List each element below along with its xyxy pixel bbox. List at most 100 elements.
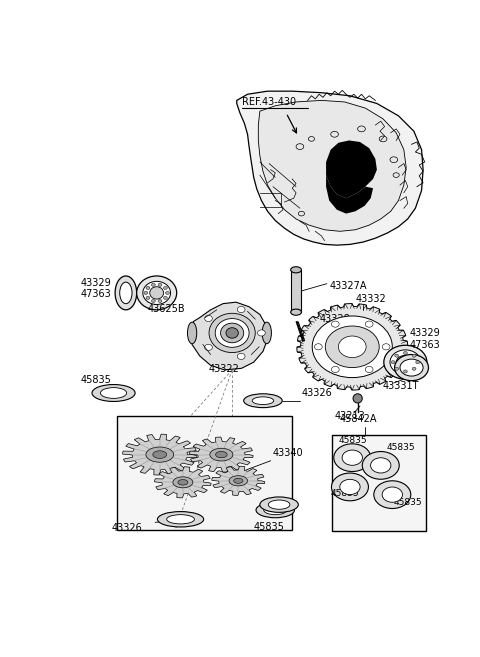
Ellipse shape — [264, 505, 287, 514]
Ellipse shape — [157, 512, 204, 527]
Text: 43329
47363: 43329 47363 — [409, 328, 440, 350]
Ellipse shape — [215, 319, 249, 348]
Ellipse shape — [374, 481, 411, 509]
Ellipse shape — [164, 296, 168, 300]
Ellipse shape — [146, 286, 150, 290]
Ellipse shape — [204, 315, 212, 321]
Ellipse shape — [216, 451, 227, 458]
Ellipse shape — [237, 306, 245, 313]
Text: 43327A: 43327A — [329, 281, 367, 290]
Ellipse shape — [400, 359, 423, 376]
Text: 43322: 43322 — [209, 364, 240, 374]
Bar — [117, 416, 292, 530]
Ellipse shape — [382, 487, 402, 502]
Ellipse shape — [252, 397, 274, 405]
Text: 43329
47363: 43329 47363 — [81, 277, 111, 299]
Ellipse shape — [395, 355, 429, 380]
Ellipse shape — [146, 296, 150, 300]
Ellipse shape — [332, 473, 369, 501]
Ellipse shape — [204, 344, 212, 350]
Ellipse shape — [100, 388, 127, 398]
Ellipse shape — [164, 286, 168, 290]
Ellipse shape — [395, 354, 398, 357]
Ellipse shape — [166, 291, 169, 294]
Ellipse shape — [234, 478, 243, 484]
Polygon shape — [326, 141, 377, 198]
Text: 43340: 43340 — [272, 447, 303, 458]
Text: 43326: 43326 — [301, 388, 332, 397]
Ellipse shape — [115, 276, 137, 310]
Ellipse shape — [291, 267, 301, 273]
Ellipse shape — [365, 367, 373, 373]
Text: 45835: 45835 — [81, 375, 111, 385]
Ellipse shape — [256, 503, 295, 518]
Polygon shape — [297, 304, 408, 390]
Ellipse shape — [120, 282, 132, 304]
Ellipse shape — [362, 451, 399, 479]
Text: 43625B: 43625B — [147, 304, 185, 313]
Ellipse shape — [151, 300, 155, 302]
Ellipse shape — [221, 323, 244, 343]
Ellipse shape — [258, 330, 265, 336]
Ellipse shape — [173, 477, 193, 488]
Text: 45842A: 45842A — [340, 414, 377, 424]
Ellipse shape — [353, 394, 362, 403]
Ellipse shape — [178, 480, 188, 485]
Ellipse shape — [395, 367, 398, 371]
Ellipse shape — [260, 497, 299, 512]
Ellipse shape — [365, 321, 373, 327]
Polygon shape — [190, 302, 267, 370]
Text: 45835: 45835 — [386, 443, 415, 451]
Ellipse shape — [332, 367, 339, 373]
Text: 45835: 45835 — [253, 522, 285, 532]
Ellipse shape — [312, 316, 392, 378]
Ellipse shape — [382, 344, 390, 350]
Ellipse shape — [412, 354, 416, 357]
Text: 45835: 45835 — [338, 436, 367, 445]
Ellipse shape — [391, 361, 395, 364]
Ellipse shape — [416, 361, 420, 364]
Text: REF.43-430: REF.43-430 — [242, 97, 296, 106]
Text: 43213: 43213 — [335, 411, 365, 422]
Ellipse shape — [404, 351, 408, 355]
Ellipse shape — [396, 355, 415, 369]
Polygon shape — [237, 91, 423, 245]
Text: 43331T: 43331T — [383, 382, 420, 392]
Ellipse shape — [268, 500, 290, 509]
Ellipse shape — [390, 350, 421, 374]
Ellipse shape — [150, 286, 164, 299]
Ellipse shape — [340, 480, 360, 495]
Text: 43326: 43326 — [111, 523, 142, 533]
Ellipse shape — [158, 300, 162, 302]
Ellipse shape — [404, 370, 408, 373]
Ellipse shape — [151, 283, 155, 286]
Text: 45835: 45835 — [394, 498, 422, 507]
Ellipse shape — [338, 336, 366, 357]
Ellipse shape — [143, 281, 170, 304]
Polygon shape — [326, 175, 373, 214]
Text: 43328: 43328 — [320, 313, 351, 324]
Ellipse shape — [332, 321, 339, 327]
Ellipse shape — [334, 444, 371, 472]
Ellipse shape — [158, 283, 162, 286]
Ellipse shape — [342, 450, 362, 465]
Ellipse shape — [244, 394, 282, 407]
Ellipse shape — [167, 514, 194, 524]
Ellipse shape — [92, 384, 135, 401]
Ellipse shape — [137, 276, 177, 310]
Ellipse shape — [384, 346, 427, 379]
Polygon shape — [258, 101, 406, 231]
Ellipse shape — [325, 326, 379, 367]
Polygon shape — [155, 466, 211, 498]
Text: 45835: 45835 — [331, 489, 360, 499]
Bar — [291, 270, 301, 312]
Ellipse shape — [226, 328, 238, 338]
Polygon shape — [212, 466, 265, 495]
Ellipse shape — [262, 322, 271, 344]
Ellipse shape — [144, 291, 148, 294]
Ellipse shape — [412, 367, 416, 371]
Ellipse shape — [210, 448, 233, 461]
Ellipse shape — [371, 458, 391, 473]
Ellipse shape — [153, 451, 167, 459]
Ellipse shape — [229, 476, 248, 486]
